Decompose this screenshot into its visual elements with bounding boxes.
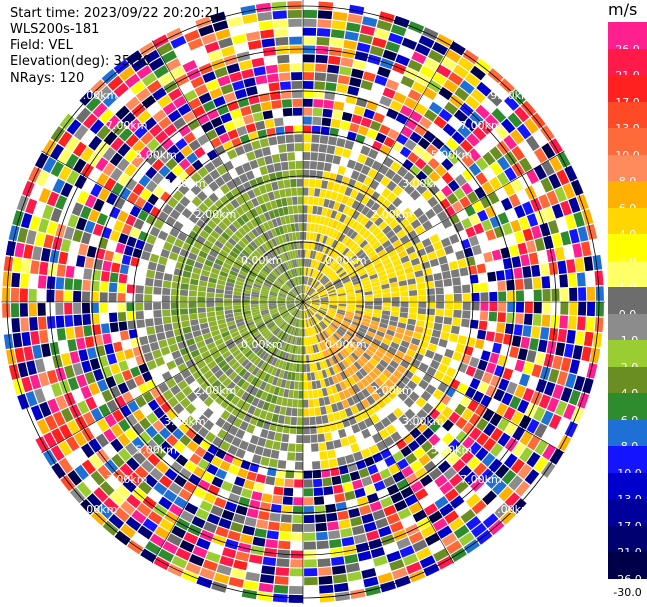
range-ring-label: 3.00km (164, 415, 206, 428)
nrays-text: NRays: 120 (10, 71, 85, 86)
range-ring-label: 9.00km (76, 503, 118, 516)
colorbar-cell: 6.0 (608, 181, 647, 214)
range-ring-label: 0.00km (241, 338, 283, 351)
colorbar-cell: 2.0 (608, 234, 647, 267)
range-ring-label: 0.00km (241, 254, 283, 267)
azimuth-lines (1, 0, 605, 604)
colorbar-cell: -8.0 (608, 419, 647, 453)
colorbar-cell: -4.0 (608, 366, 647, 400)
colorbar-cell: 26.0 (608, 22, 647, 55)
azimuth-line (41, 150, 304, 303)
range-ring-label: 7.00km (106, 473, 148, 486)
colorbar-cell: -13.0 (608, 472, 647, 506)
colorbar-cell: -30.0 -26.0 (608, 552, 647, 598)
azimuth-line (151, 301, 304, 564)
colorbar-tick-label: -26.0 (613, 572, 642, 586)
range-ring-labels: 0.00km 0.00km 0.00km 0.00km 2.00km 2.00km 2.00… (76, 89, 532, 516)
colorbar-cell: 13.0 (608, 101, 647, 135)
range-ring-label: 0.00km (325, 338, 367, 351)
colorbar-tick-label: -30.0 (613, 585, 642, 599)
range-ring-label: 7.00km (106, 119, 148, 132)
colorbar-cell: 8.0 (608, 154, 647, 188)
range-ring-label: 2.00km (371, 384, 413, 397)
range-ring-label: 3.00km (402, 177, 444, 190)
colorbar-cell: -10.0 (608, 446, 647, 479)
range-ring-label: 5.00km (135, 444, 177, 457)
start-time-text: Start time: 2023/09/22 20:20:21 (10, 6, 222, 21)
colorbar-cell: 17.0 (608, 75, 647, 108)
colorbar-unit: m/s (608, 0, 638, 19)
range-ring-label: 5.00km (135, 148, 177, 161)
range-ring-label: 2.00km (195, 208, 237, 221)
range-ring-label: 0.00km (325, 254, 367, 267)
range-ring-label: 7.00km (460, 119, 502, 132)
range-ring-label: 5.00km (431, 148, 473, 161)
azimuth-line (41, 301, 304, 454)
colorbar-cell: -2.0 (608, 340, 647, 373)
colorbar-cell: 21.0 (608, 48, 647, 82)
azimuth-line (302, 301, 565, 454)
range-ring-label: 7.00km (460, 473, 502, 486)
range-ring-label: 2.00km (195, 384, 237, 397)
colorbar-cell: -21.0 (608, 525, 647, 559)
colorbar-cell: -1.0 (608, 313, 647, 347)
colorbar-cell: 0.0 (608, 287, 647, 320)
velocity-colorbar: 26.021.017.013.010.08.06.04.02.01.00.0-1… (608, 22, 647, 598)
colorbar-cell: -6.0 (608, 393, 647, 426)
azimuth-line (151, 40, 304, 303)
range-ring-label: 9.00km (76, 89, 118, 102)
range-ring-label: 3.00km (402, 415, 444, 428)
azimuth-line (302, 150, 565, 303)
range-ring-label: 9.00km (490, 503, 532, 516)
ppi-radar-plot: 0.00km 0.00km 0.00km 0.00km 2.00km 2.00km 2.00… (1, 0, 605, 604)
azimuth-line (302, 301, 455, 564)
colorbar-cell: -17.0 (608, 499, 647, 532)
range-ring-label: 3.00km (164, 177, 206, 190)
colorbar-cell: 4.0 (608, 207, 647, 241)
colorbar-cell: 10.0 (608, 128, 647, 161)
elevation-text: Elevation(deg): 35.30 (10, 54, 151, 69)
azimuth-line (302, 40, 455, 303)
range-ring-label: 5.00km (431, 444, 473, 457)
colorbar-cell: 1.0 (608, 260, 647, 294)
velocity-gates (2, 1, 604, 603)
range-ring-label: 9.00km (490, 89, 532, 102)
instrument-text: WLS200s-181 (10, 22, 100, 37)
range-ring-label: 2.00km (371, 208, 413, 221)
field-text: Field: VEL (10, 38, 73, 53)
